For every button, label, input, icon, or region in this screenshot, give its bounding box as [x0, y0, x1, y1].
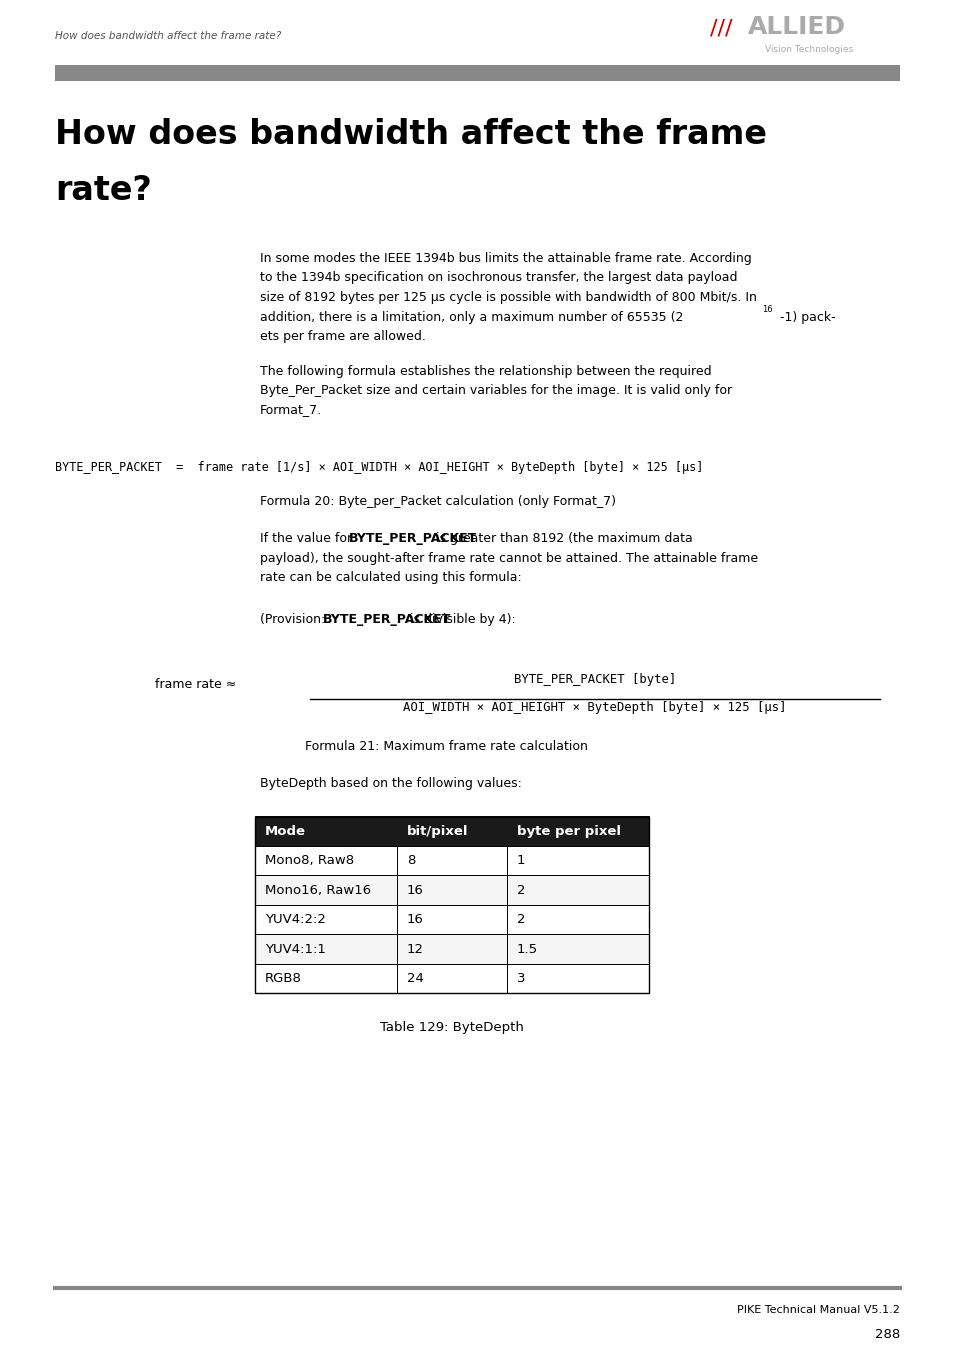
- Text: Byte_Per_Packet size and certain variables for the image. It is valid only for: Byte_Per_Packet size and certain variabl…: [260, 383, 731, 397]
- Text: How does bandwidth affect the frame: How does bandwidth affect the frame: [55, 117, 766, 151]
- Text: BYTE_PER_PACKET: BYTE_PER_PACKET: [348, 532, 476, 545]
- Text: YUV4:1:1: YUV4:1:1: [265, 942, 326, 956]
- Text: 288: 288: [874, 1328, 899, 1341]
- Text: Mode: Mode: [265, 825, 306, 838]
- Text: 1.5: 1.5: [517, 942, 537, 956]
- Text: 8: 8: [407, 855, 415, 867]
- Text: AOI_WIDTH × AOI_HEIGHT × ByteDepth [byte] × 125 [μs]: AOI_WIDTH × AOI_HEIGHT × ByteDepth [byte…: [403, 702, 786, 714]
- Bar: [254, 846, 648, 876]
- Text: ByteDepth based on the following values:: ByteDepth based on the following values:: [260, 776, 521, 790]
- Text: payload), the sought-after frame rate cannot be attained. The attainable frame: payload), the sought-after frame rate ca…: [260, 552, 758, 566]
- Text: Table 129: ByteDepth: Table 129: ByteDepth: [379, 1022, 523, 1034]
- Bar: [254, 876, 648, 904]
- Text: rate?: rate?: [55, 174, 152, 207]
- Text: 24: 24: [407, 972, 423, 986]
- Text: ALLIED: ALLIED: [747, 15, 845, 39]
- Text: 2: 2: [517, 913, 525, 926]
- Text: frame rate ≈: frame rate ≈: [154, 679, 236, 691]
- Text: If the value for: If the value for: [260, 532, 355, 545]
- Text: BYTE_PER_PACKET  =  frame rate [1/s] × AOI_WIDTH × AOI_HEIGHT × ByteDepth [byte]: BYTE_PER_PACKET = frame rate [1/s] × AOI…: [55, 460, 702, 474]
- Text: Formula 21: Maximum frame rate calculation: Formula 21: Maximum frame rate calculati…: [305, 741, 587, 753]
- Text: ets per frame are allowed.: ets per frame are allowed.: [260, 329, 425, 343]
- Text: In some modes the IEEE 1394b bus limits the attainable frame rate. According: In some modes the IEEE 1394b bus limits …: [260, 252, 751, 265]
- Text: rate can be calculated using this formula:: rate can be calculated using this formul…: [260, 571, 521, 585]
- Text: is greater than 8192 (the maximum data: is greater than 8192 (the maximum data: [432, 532, 693, 545]
- Text: (Provision:: (Provision:: [260, 613, 329, 626]
- Text: ///: ///: [709, 18, 732, 38]
- Text: 1: 1: [517, 855, 525, 867]
- Text: byte per pixel: byte per pixel: [517, 825, 620, 838]
- Text: is divisible by 4):: is divisible by 4):: [406, 613, 516, 626]
- Bar: [254, 964, 648, 994]
- Bar: [55, 65, 899, 81]
- Text: to the 1394b specification on isochronous transfer, the largest data payload: to the 1394b specification on isochronou…: [260, 271, 737, 285]
- Text: bit/pixel: bit/pixel: [407, 825, 468, 838]
- Text: 16: 16: [761, 305, 772, 315]
- Text: Mono8, Raw8: Mono8, Raw8: [265, 855, 354, 867]
- Text: BYTE_PER_PACKET [byte]: BYTE_PER_PACKET [byte]: [514, 674, 676, 686]
- Text: size of 8192 bytes per 125 μs cycle is possible with bandwidth of 800 Mbit/s. In: size of 8192 bytes per 125 μs cycle is p…: [260, 292, 756, 304]
- Text: 3: 3: [517, 972, 525, 986]
- Text: Mono16, Raw16: Mono16, Raw16: [265, 884, 371, 896]
- Text: 16: 16: [407, 913, 423, 926]
- Text: The following formula establishes the relationship between the required: The following formula establishes the re…: [260, 364, 711, 378]
- Text: 12: 12: [407, 942, 423, 956]
- Text: PIKE Technical Manual V5.1.2: PIKE Technical Manual V5.1.2: [737, 1305, 899, 1315]
- Text: Format_7.: Format_7.: [260, 404, 322, 417]
- Text: Formula 20: Byte_per_Packet calculation (only Format_7): Formula 20: Byte_per_Packet calculation …: [260, 495, 616, 508]
- Bar: [254, 904, 648, 934]
- Bar: [254, 817, 648, 994]
- Text: Vision Technologies: Vision Technologies: [764, 46, 852, 54]
- Text: BYTE_PER_PACKET: BYTE_PER_PACKET: [322, 613, 450, 626]
- Text: 2: 2: [517, 884, 525, 896]
- Bar: [254, 934, 648, 964]
- Text: YUV4:2:2: YUV4:2:2: [265, 913, 326, 926]
- Text: 16: 16: [407, 884, 423, 896]
- Text: RGB8: RGB8: [265, 972, 301, 986]
- Text: How does bandwidth affect the frame rate?: How does bandwidth affect the frame rate…: [55, 31, 281, 40]
- Text: -1) pack-: -1) pack-: [775, 310, 835, 324]
- Text: addition, there is a limitation, only a maximum number of 65535 (2: addition, there is a limitation, only a …: [260, 310, 682, 324]
- Bar: [254, 817, 648, 846]
